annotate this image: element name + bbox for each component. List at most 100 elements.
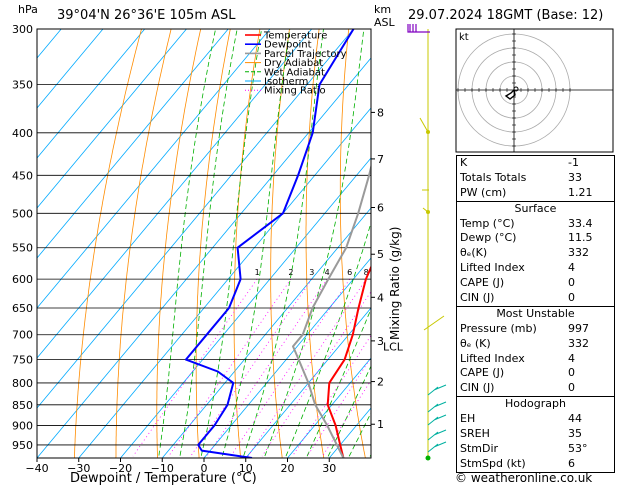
dry-adiabat-line — [156, 29, 202, 458]
general-indices-box: K -1 Totals Totals 33 PW (cm) 1.21 — [456, 155, 615, 202]
pressure-tick-label: 850 — [12, 399, 33, 412]
index-row: Totals Totals 33 — [457, 171, 614, 186]
index-value: 4 — [568, 261, 575, 275]
dry-adiabat-line — [115, 29, 172, 458]
index-label: SREH — [460, 427, 490, 441]
wind-barb — [423, 315, 445, 331]
dry-adiabat-line — [406, 29, 449, 458]
most-unstable-title: Most Unstable — [496, 306, 575, 320]
index-value: 53° — [568, 441, 588, 455]
isotherm-line — [37, 29, 313, 359]
isotherm-line — [37, 29, 187, 209]
legend-item: Parcel Trajectory — [264, 49, 347, 60]
parcel-trajectory-profile — [292, 163, 371, 458]
index-label: CAPE (J) — [460, 366, 505, 380]
index-value: 33 — [568, 170, 582, 184]
index-row: PW (cm) 1.21 — [457, 186, 614, 201]
index-row: CIN (J) 0 — [457, 291, 614, 306]
index-label: θₑ (K) — [460, 336, 491, 350]
index-label: PW (cm) — [460, 185, 507, 199]
temperature-profile — [326, 264, 371, 458]
km-tick-label: 2 — [377, 376, 384, 389]
x-tick-label: −30 — [67, 462, 90, 475]
pressure-tick-label: 400 — [12, 127, 33, 140]
isotherm-line — [37, 57, 371, 458]
hodograph-frame — [455, 28, 614, 153]
height-unit: km — [374, 3, 391, 16]
isotherm-line — [245, 307, 371, 458]
isotherm-line — [287, 357, 371, 458]
mixing-ratio-label: 25 — [431, 268, 441, 277]
wind-barb — [419, 117, 429, 133]
index-value: 0 — [568, 291, 575, 305]
surface-box: Surface Temp (°C) 33.4 Dewp (°C) 11.5 θₑ(K) 3… — [456, 201, 615, 307]
x-tick-label: 10 — [239, 462, 253, 475]
wind-barb — [427, 414, 447, 426]
wind-barb — [427, 429, 447, 441]
wet-adiabat-line — [326, 365, 371, 458]
index-label: Dewp (°C) — [460, 231, 517, 245]
index-row: StmSpd (kt) 6 — [457, 457, 614, 472]
pressure-tick-label: 650 — [12, 302, 33, 315]
pressure-tick-label: 950 — [12, 439, 33, 452]
hodograph-trace — [504, 89, 516, 100]
index-label: Pressure (mb) — [460, 321, 537, 335]
index-label: Lifted Index — [460, 261, 525, 275]
index-value: 4 — [568, 351, 575, 365]
mixing-ratio-label: 4 — [325, 268, 330, 277]
km-tick-label: 4 — [377, 291, 384, 304]
dry-adiabat-line — [270, 29, 290, 458]
x-tick-label: −10 — [151, 462, 174, 475]
mixing-ratio-label: 10 — [374, 268, 384, 277]
index-row: K -1 — [457, 156, 614, 171]
isotherm-line — [37, 29, 146, 159]
wet-adiabat-line — [221, 29, 291, 458]
isotherm-line — [78, 107, 371, 458]
index-value: 33.4 — [568, 216, 593, 230]
index-row: θₑ(K) 332 — [457, 246, 614, 261]
x-axis-label: Dewpoint / Temperature (°C) — [70, 471, 257, 486]
mixing-ratio-label: 20 — [417, 268, 427, 277]
copyright: © weatheronline.co.uk — [455, 471, 592, 485]
index-row: Dewp (°C) 11.5 — [457, 231, 614, 246]
x-tick-label: −40 — [25, 462, 48, 475]
index-row: EH 44 — [457, 412, 614, 427]
mixing-ratio-line — [168, 278, 292, 457]
wet-adiabat-line — [347, 411, 371, 458]
mixing-ratio-line — [190, 278, 313, 457]
km-tick-label: 1 — [377, 418, 384, 431]
surface-title: Surface — [514, 201, 557, 215]
pressure-tick-label: 550 — [12, 242, 33, 255]
wind-marker — [426, 210, 430, 214]
height-unit-asl: ASL — [374, 16, 396, 29]
mixing-ratio-line — [132, 278, 258, 457]
index-label: Lifted Index — [460, 351, 525, 365]
pressure-tick-label: 450 — [12, 169, 33, 182]
pressure-unit: hPa — [18, 3, 38, 16]
mixing-ratio-line — [306, 356, 371, 457]
index-value: 332 — [568, 336, 589, 350]
index-value: 997 — [568, 321, 589, 335]
x-tick-label: 30 — [322, 462, 336, 475]
mixing-ratio-axis-label: Mixing Ratio (g/kg) — [388, 227, 402, 340]
index-value: 0 — [568, 366, 575, 380]
index-label: StmDir — [460, 441, 499, 455]
pressure-tick-label: 500 — [12, 207, 33, 220]
pressure-tick-label: 800 — [12, 377, 33, 390]
km-tick-label: 6 — [377, 202, 384, 215]
hodograph-indices-box: Hodograph EH 44 SREH 35 StmDir 53° StmSpd (kt)… — [456, 397, 615, 473]
datetime-title: 29.07.2024 18GMT (Base: 12) — [408, 8, 603, 23]
index-row: Lifted Index 4 — [457, 352, 614, 367]
wind-flag-top — [407, 24, 430, 33]
dry-adiabat-line — [74, 29, 142, 458]
wind-barb — [427, 401, 447, 413]
most-unstable-box: Most Unstable Pressure (mb) 997 θₑ (K) 332 L… — [456, 306, 615, 398]
isotherm-line — [37, 29, 229, 259]
storm-motion-marker — [513, 86, 519, 92]
index-value: 6 — [568, 456, 575, 470]
km-tick-label: 8 — [377, 106, 384, 119]
legend-item: Mixing Ratio — [264, 86, 326, 97]
wet-adiabat-line — [158, 29, 216, 458]
dewpoint-profile — [184, 29, 355, 458]
index-label: EH — [460, 412, 476, 426]
